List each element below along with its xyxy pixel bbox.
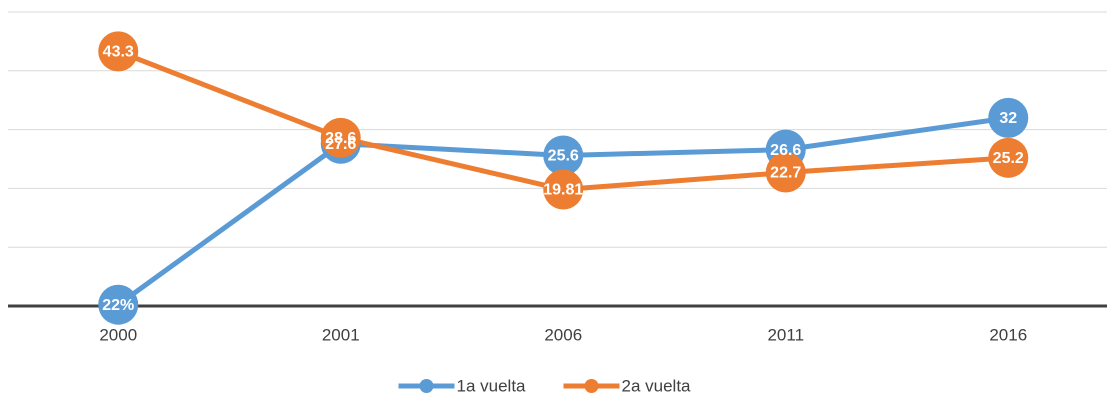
- data-label: 25.6: [548, 148, 579, 165]
- legend-label: 2a vuelta: [622, 376, 692, 395]
- data-label: 25.2: [993, 150, 1024, 167]
- marker: [320, 117, 361, 158]
- marker: [765, 152, 806, 193]
- marker: [98, 284, 139, 325]
- legend-label: 1a vuelta: [457, 376, 527, 395]
- data-label: 28.6: [325, 130, 356, 147]
- data-label: 22%: [102, 297, 134, 314]
- x-tick-label: 2001: [322, 325, 360, 344]
- marker: [988, 137, 1029, 178]
- x-tick-label: 2011: [767, 325, 804, 344]
- data-label: 43.3: [103, 44, 134, 61]
- marker: [543, 135, 584, 176]
- x-tick-label: 2006: [544, 325, 582, 344]
- data-label: 19.81: [543, 182, 583, 199]
- data-label: 27.6: [325, 136, 356, 153]
- legend-marker: [584, 379, 599, 393]
- marker: [988, 97, 1029, 138]
- x-tick-label: 2016: [989, 325, 1027, 344]
- legend-marker: [419, 379, 434, 393]
- x-tick-label: 2000: [99, 325, 137, 344]
- data-label: 26.6: [770, 142, 801, 159]
- data-label: 22.7: [770, 165, 801, 182]
- data-label: 32: [999, 110, 1017, 127]
- marker: [98, 31, 139, 72]
- legend: 1a vuelta 2a vuelta: [398, 376, 692, 395]
- marker: [543, 169, 584, 210]
